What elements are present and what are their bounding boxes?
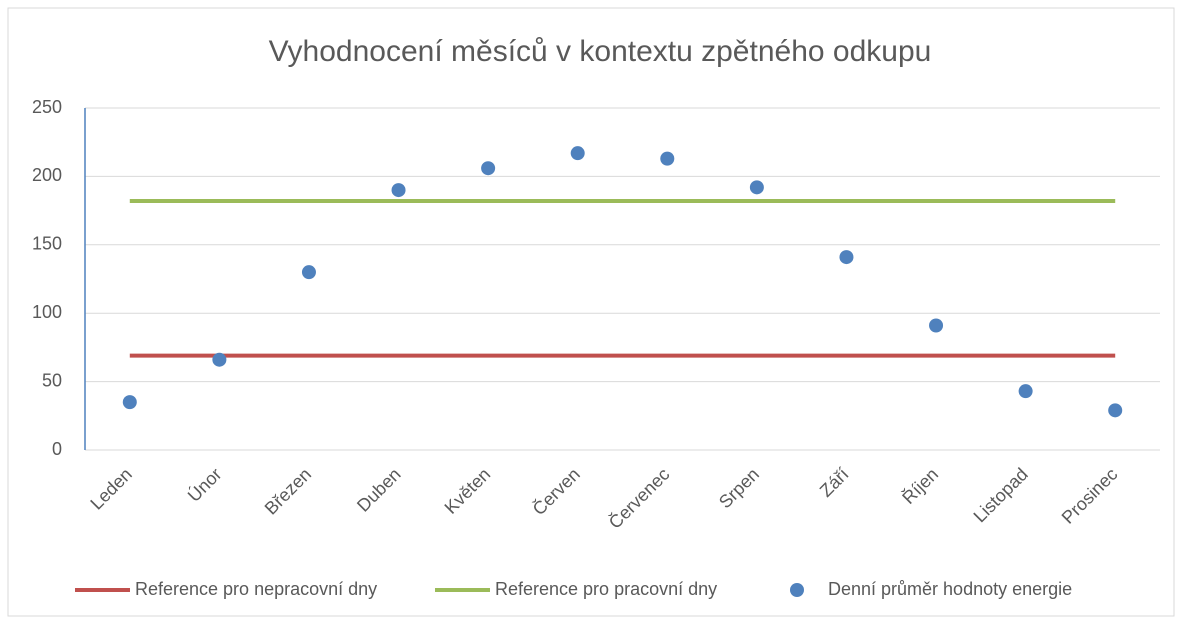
y-tick-label: 150 — [32, 234, 62, 254]
y-tick-label: 100 — [32, 302, 62, 322]
data-point — [122, 395, 137, 410]
data-point — [749, 180, 764, 195]
data-point — [481, 161, 496, 176]
legend-label: Reference pro nepracovní dny — [135, 579, 377, 599]
data-point — [391, 183, 406, 198]
data-point — [570, 146, 585, 161]
y-tick-label: 250 — [32, 97, 62, 117]
data-point — [839, 250, 854, 265]
data-point — [212, 352, 227, 367]
legend-label: Denní průměr hodnoty energie — [828, 579, 1072, 599]
legend-swatch — [790, 583, 804, 597]
y-tick-label: 50 — [42, 370, 62, 390]
y-tick-label: 200 — [32, 165, 62, 185]
data-point — [929, 318, 944, 333]
legend-label: Reference pro pracovní dny — [495, 579, 717, 599]
data-point — [660, 151, 675, 166]
data-point — [1018, 384, 1033, 399]
chart-title: Vyhodnocení měsíců v kontextu zpětného o… — [269, 35, 932, 68]
data-point — [301, 265, 316, 280]
y-tick-label: 0 — [52, 439, 62, 459]
chart-frame — [7, 7, 1175, 617]
data-point — [1108, 403, 1123, 418]
